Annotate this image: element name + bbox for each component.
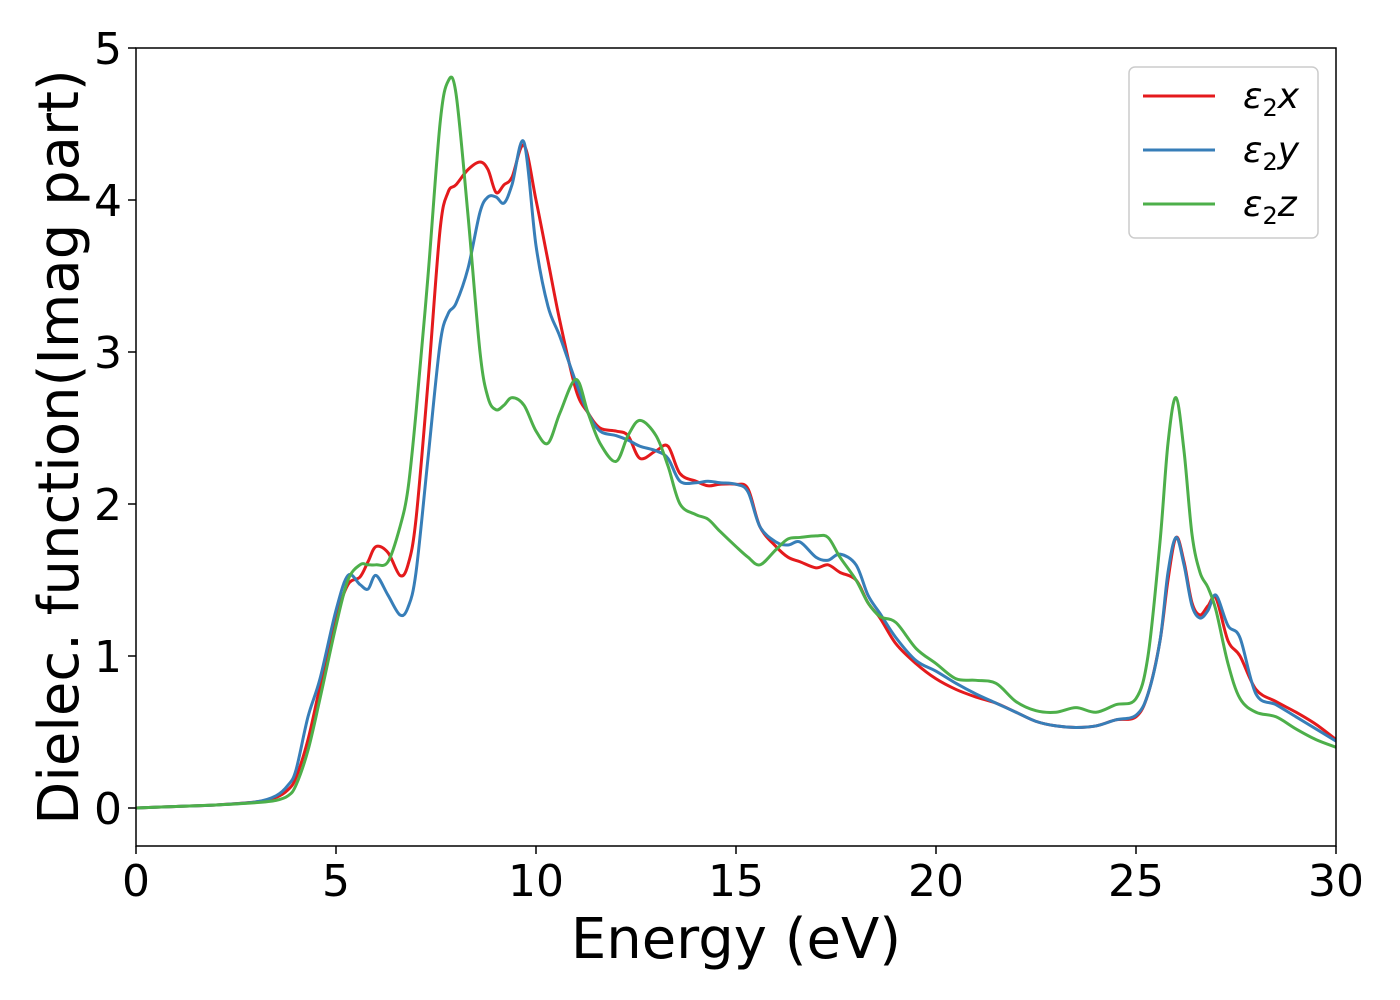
legend-symbol: ε <box>1243 184 1262 225</box>
legend-symbol: ε <box>1243 130 1262 171</box>
y-tick-label: 4 <box>94 176 122 227</box>
legend-label-z: ε2z <box>1243 184 1298 230</box>
legend-label-y: ε2y <box>1243 130 1300 176</box>
y-tick-label: 0 <box>94 784 122 835</box>
legend-component: x <box>1277 76 1300 117</box>
legend-subscript: 2 <box>1262 94 1277 122</box>
x-tick-label: 25 <box>1108 856 1164 907</box>
x-axis-ticks: 0 5 10 15 20 25 30 <box>122 846 1364 907</box>
x-tick-label: 5 <box>322 856 350 907</box>
series-line-y <box>136 139 1336 810</box>
legend-box <box>1128 66 1319 239</box>
legend-subscript: 2 <box>1262 202 1277 230</box>
x-axis-title: Energy (eV) <box>571 907 901 972</box>
y-tick-label: 2 <box>94 480 122 531</box>
y-axis-ticks: 0 1 2 3 4 5 <box>94 24 136 835</box>
y-axis-title: Dielec. function(Imag part) <box>27 69 92 825</box>
legend-label-x: ε2x <box>1243 76 1300 122</box>
x-tick-label: 10 <box>508 856 564 907</box>
legend-subscript: 2 <box>1262 148 1277 176</box>
y-tick-label: 3 <box>94 328 122 379</box>
legend-component: z <box>1277 184 1298 225</box>
series-lines <box>136 75 1336 810</box>
series-line-z <box>136 75 1336 810</box>
y-tick-label: 5 <box>94 24 122 75</box>
x-tick-label: 15 <box>708 856 764 907</box>
legend-symbol: ε <box>1243 76 1262 117</box>
x-tick-label: 0 <box>122 856 150 907</box>
y-tick-label: 1 <box>94 632 122 683</box>
legend-component: y <box>1277 130 1300 171</box>
x-tick-label: 30 <box>1308 856 1364 907</box>
x-tick-label: 20 <box>908 856 964 907</box>
